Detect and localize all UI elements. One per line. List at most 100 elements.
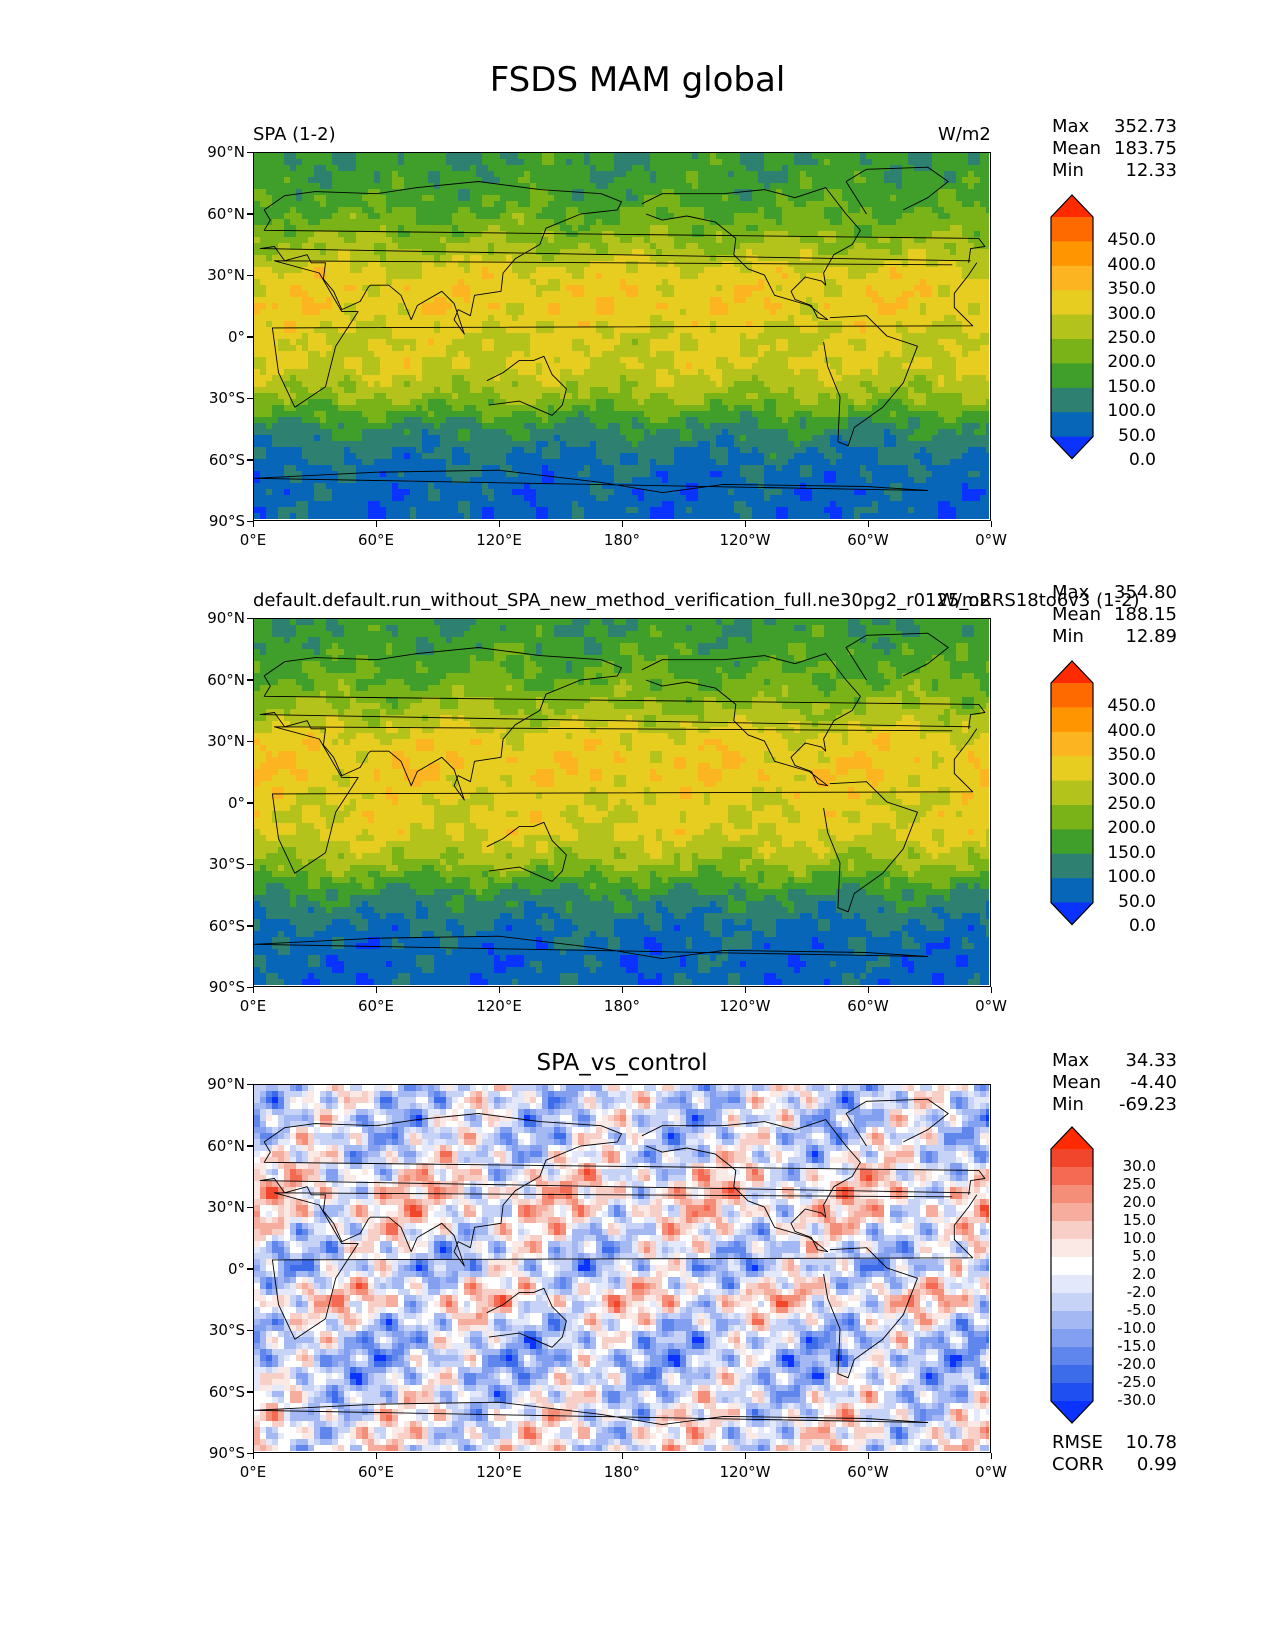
field-cell bbox=[878, 189, 884, 195]
field-cell bbox=[410, 267, 416, 273]
field-cell bbox=[752, 171, 758, 177]
field-cell bbox=[428, 231, 434, 237]
field-cell bbox=[488, 303, 494, 309]
field-cell bbox=[344, 243, 350, 249]
field-cell bbox=[434, 261, 440, 267]
field-cell bbox=[824, 165, 830, 171]
field-cell bbox=[314, 333, 320, 339]
field-cell bbox=[662, 255, 668, 261]
field-cell bbox=[806, 207, 812, 213]
field-cell bbox=[308, 291, 314, 297]
field-cell bbox=[890, 273, 896, 279]
field-cell bbox=[800, 243, 806, 249]
field-cell bbox=[644, 381, 650, 387]
field-cell bbox=[962, 375, 968, 381]
field-cell bbox=[452, 321, 458, 327]
field-cell bbox=[608, 315, 614, 321]
field-cell bbox=[512, 165, 518, 171]
field-cell bbox=[656, 327, 662, 333]
field-cell bbox=[836, 219, 842, 225]
field-cell bbox=[452, 153, 458, 159]
field-cell bbox=[896, 315, 902, 321]
field-cell bbox=[386, 309, 392, 315]
field-cell bbox=[476, 321, 482, 327]
field-cell bbox=[530, 249, 536, 255]
field-cell bbox=[566, 261, 572, 267]
field-cell bbox=[692, 273, 698, 279]
field-cell bbox=[548, 345, 554, 351]
field-cell bbox=[710, 153, 716, 159]
field-cell bbox=[920, 153, 926, 159]
field-cell bbox=[794, 357, 800, 363]
field-cell bbox=[266, 327, 272, 333]
field-cell bbox=[500, 177, 506, 183]
field-cell bbox=[284, 249, 290, 255]
field-cell bbox=[386, 249, 392, 255]
field-cell bbox=[554, 339, 560, 345]
field-cell bbox=[290, 243, 296, 249]
field-cell bbox=[254, 357, 260, 363]
field-cell bbox=[680, 315, 686, 321]
field-cell bbox=[728, 375, 734, 381]
field-cell bbox=[488, 393, 494, 399]
field-cell bbox=[632, 351, 638, 357]
field-cell bbox=[956, 213, 962, 219]
field-cell bbox=[740, 237, 746, 243]
field-cell bbox=[938, 375, 944, 381]
field-cell bbox=[704, 153, 710, 159]
field-cell bbox=[686, 243, 692, 249]
field-cell bbox=[704, 207, 710, 213]
field-cell bbox=[848, 333, 854, 339]
field-cell bbox=[968, 273, 974, 279]
field-cell bbox=[548, 255, 554, 261]
field-cell bbox=[926, 249, 932, 255]
field-cell bbox=[428, 219, 434, 225]
field-cell bbox=[608, 243, 614, 249]
field-cell bbox=[620, 237, 626, 243]
field-cell bbox=[398, 297, 404, 303]
field-cell bbox=[608, 351, 614, 357]
field-cell bbox=[284, 321, 290, 327]
field-cell bbox=[500, 159, 506, 165]
field-cell bbox=[614, 387, 620, 393]
field-cell bbox=[644, 363, 650, 369]
field-cell bbox=[380, 303, 386, 309]
field-cell bbox=[584, 285, 590, 291]
field-cell bbox=[302, 387, 308, 393]
field-cell bbox=[890, 267, 896, 273]
field-cell bbox=[836, 303, 842, 309]
field-cell bbox=[422, 345, 428, 351]
field-cell bbox=[614, 285, 620, 291]
field-cell bbox=[464, 309, 470, 315]
field-cell bbox=[776, 291, 782, 297]
field-cell bbox=[974, 201, 980, 207]
field-cell bbox=[422, 387, 428, 393]
field-cell bbox=[752, 159, 758, 165]
field-cell bbox=[542, 327, 548, 333]
field-cell bbox=[650, 393, 656, 399]
field-cell bbox=[278, 339, 284, 345]
field-cell bbox=[560, 321, 566, 327]
field-cell bbox=[914, 321, 920, 327]
field-cell bbox=[740, 159, 746, 165]
field-cell bbox=[824, 159, 830, 165]
field-cell bbox=[824, 273, 830, 279]
field-cell bbox=[668, 315, 674, 321]
field-cell bbox=[296, 357, 302, 363]
field-cell bbox=[566, 339, 572, 345]
field-cell bbox=[554, 285, 560, 291]
field-cell bbox=[872, 357, 878, 363]
field-cell bbox=[260, 255, 266, 261]
field-cell bbox=[674, 387, 680, 393]
field-cell bbox=[944, 369, 950, 375]
field-cell bbox=[818, 201, 824, 207]
field-cell bbox=[482, 261, 488, 267]
field-cell bbox=[698, 279, 704, 285]
field-cell bbox=[662, 243, 668, 249]
field-cell bbox=[626, 339, 632, 345]
field-cell bbox=[350, 315, 356, 321]
field-cell bbox=[506, 243, 512, 249]
field-cell bbox=[740, 243, 746, 249]
field-cell bbox=[368, 249, 374, 255]
field-cell bbox=[878, 225, 884, 231]
